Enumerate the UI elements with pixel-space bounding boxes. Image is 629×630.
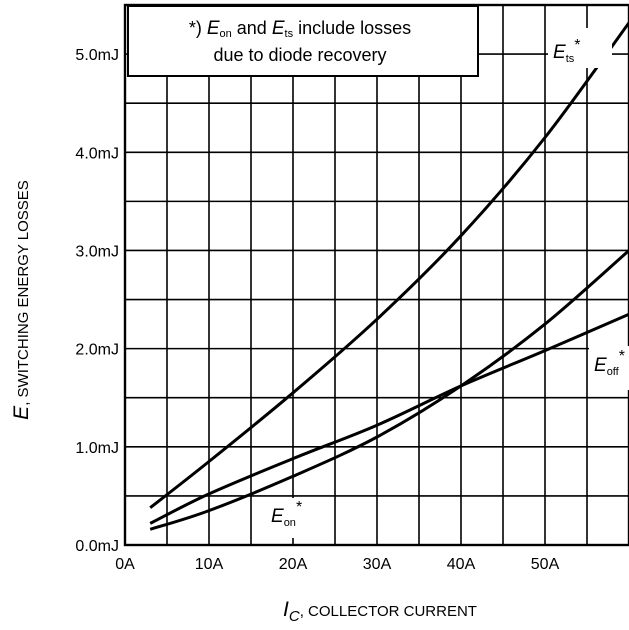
x-tick-label: 10A <box>195 556 224 573</box>
y-tick-label: 5.0mJ <box>75 47 119 64</box>
y-tick-label: 3.0mJ <box>75 243 119 260</box>
x-tick-label: 0A <box>115 556 135 573</box>
annotation-line-1: *) Eon and Ets include losses <box>189 18 411 40</box>
y-tick-label: 1.0mJ <box>75 440 119 457</box>
series-label-ets: Ets* <box>548 28 612 68</box>
x-tick-label: 20A <box>279 556 308 573</box>
annotation-box <box>127 5 479 77</box>
y-axis-title: E, SWITCHING ENERGY LOSSES <box>10 180 33 420</box>
series-line-ets <box>149 21 629 509</box>
y-tick-label: 4.0mJ <box>75 145 119 162</box>
series-line-eoff <box>149 312 629 525</box>
annotation-note: *) Eon and Ets include losses due to dio… <box>127 5 479 77</box>
y-tick-label: 0.0mJ <box>75 538 119 555</box>
series-label-eon-text: Eon* <box>271 499 302 529</box>
annotation-line-2: due to diode recovery <box>213 45 386 65</box>
series-line-eon <box>149 249 629 531</box>
x-tick-label: 30A <box>363 556 392 573</box>
y-tick-label: 2.0mJ <box>75 342 119 359</box>
x-tick-label: 50A <box>531 556 560 573</box>
series-label-ets-text: Ets* <box>553 37 580 65</box>
x-tick-label: 40A <box>447 556 476 573</box>
grid <box>123 3 629 547</box>
series-label-eoff: Eoff* <box>589 346 629 390</box>
series-label-eoff-text: Eoff* <box>594 348 625 378</box>
series-lines <box>149 21 629 531</box>
series-label-eon: Eon* <box>264 498 320 538</box>
tick-labels: 0A 10A 20A 30A 40A 50A 0.0mJ 1.0mJ 2.0mJ 3.0mJ 4.0… <box>75 47 559 573</box>
x-axis-title: IC, COLLECTOR CURRENT <box>283 598 477 625</box>
